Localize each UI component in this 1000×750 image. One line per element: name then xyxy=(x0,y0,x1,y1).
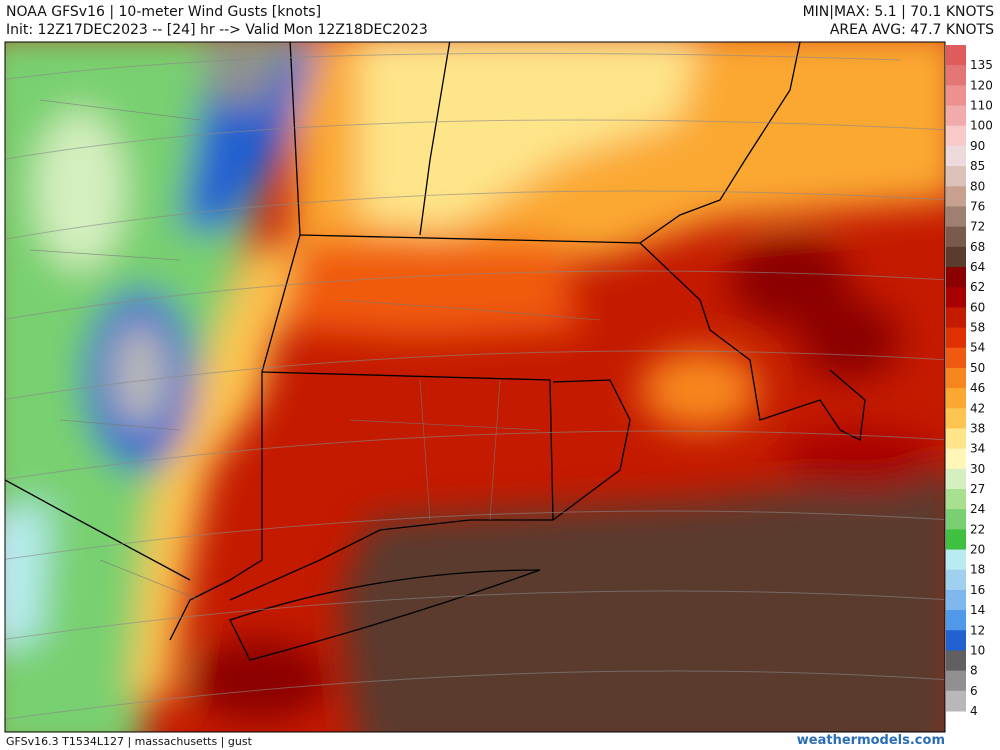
colorbar-swatch xyxy=(946,45,966,66)
colorbar-label: 14 xyxy=(970,603,985,617)
colorbar-label: 24 xyxy=(970,502,985,516)
colorbar-swatch xyxy=(946,670,966,692)
colorbar-label: 8 xyxy=(970,664,978,678)
colorbar-swatch xyxy=(946,690,966,712)
init-line: Init: 12Z17DEC2023 -- [24] hr --> Valid … xyxy=(6,22,428,38)
colorbar-label: 60 xyxy=(970,300,985,314)
colorbar-swatch xyxy=(946,569,966,591)
colorbar-swatch xyxy=(946,347,966,369)
colorbar-swatch xyxy=(946,509,966,530)
colorbar-swatch xyxy=(946,589,966,611)
streamlines xyxy=(5,52,945,720)
colorbar-label: 27 xyxy=(970,482,985,496)
colorbar-swatch xyxy=(946,105,966,127)
colorbar-swatch xyxy=(946,468,966,490)
colorbar-label: 62 xyxy=(970,280,985,294)
colorbar-swatch xyxy=(946,85,966,107)
colorbar-swatch xyxy=(946,327,966,349)
map-frame xyxy=(4,41,946,733)
colorbar-swatch xyxy=(946,388,966,409)
colorbar-label: 54 xyxy=(970,341,985,355)
colorbar-label: 18 xyxy=(970,563,985,577)
colorbar-label: 76 xyxy=(970,199,985,213)
colorbar-swatch xyxy=(946,226,966,248)
colorbar-swatch xyxy=(946,529,966,551)
colorbar-label: 30 xyxy=(970,462,985,476)
colorbar-label: 50 xyxy=(970,361,985,375)
colorbar-swatch xyxy=(946,287,966,308)
colorbar-swatch xyxy=(946,206,966,228)
colorbar-swatch xyxy=(946,448,966,470)
footer-right[interactable]: weathermodels.com xyxy=(796,733,945,748)
colorbar-swatch xyxy=(946,145,966,167)
colorbar-label: 58 xyxy=(970,321,985,335)
colorbar-swatch xyxy=(946,428,966,450)
colorbar-swatch xyxy=(946,125,966,147)
colorbar-swatch xyxy=(946,630,966,651)
colorbar: 1351201101009085807672686462605854504642… xyxy=(946,45,993,718)
colorbar-swatch xyxy=(946,307,966,329)
colorbar-swatch xyxy=(946,650,966,672)
colorbar-label: 68 xyxy=(970,240,985,254)
colorbar-label: 64 xyxy=(970,260,985,274)
colorbar-swatch xyxy=(946,166,966,187)
min-max: MIN|MAX: 5.1 | 70.1 KNOTS xyxy=(802,4,994,20)
colorbar-swatch xyxy=(946,186,966,207)
colorbar-label: 20 xyxy=(970,543,985,557)
area-avg: AREA AVG: 47.7 KNOTS xyxy=(829,22,994,38)
colorbar-label: 42 xyxy=(970,401,985,415)
colorbar-swatch xyxy=(946,367,966,389)
colorbar-label: 80 xyxy=(970,179,985,193)
gust-field xyxy=(5,42,945,732)
title: NOAA GFSv16 | 10-meter Wind Gusts [knots… xyxy=(6,4,322,20)
colorbar-label: 100 xyxy=(970,119,993,133)
colorbar-swatch xyxy=(946,610,966,631)
boundaries xyxy=(5,42,866,661)
colorbar-swatch xyxy=(946,246,966,268)
colorbar-label: 85 xyxy=(970,159,985,173)
colorbar-label: 110 xyxy=(970,99,993,113)
colorbar-label: 6 xyxy=(970,684,978,698)
county-lines xyxy=(29,99,601,601)
colorbar-label: 22 xyxy=(970,522,985,536)
colorbar-swatch xyxy=(946,549,966,571)
colorbar-label: 12 xyxy=(970,623,985,637)
colorbar-label: 16 xyxy=(970,583,985,597)
footer-left: GFSv16.3 T1534L127 | massachusetts | gus… xyxy=(6,735,252,748)
colorbar-swatch xyxy=(946,489,966,510)
colorbar-swatch xyxy=(946,65,966,86)
colorbar-label: 34 xyxy=(970,442,985,456)
colorbar-label: 4 xyxy=(970,704,978,718)
colorbar-label: 46 xyxy=(970,381,985,395)
colorbar-swatch xyxy=(946,408,966,429)
colorbar-label: 90 xyxy=(970,139,985,153)
colorbar-label: 38 xyxy=(970,421,985,435)
colorbar-label: 72 xyxy=(970,220,985,234)
colorbar-label: 135 xyxy=(970,58,993,72)
colorbar-label: 10 xyxy=(970,643,985,657)
colorbar-swatch xyxy=(946,267,966,288)
colorbar-label: 120 xyxy=(970,78,993,92)
